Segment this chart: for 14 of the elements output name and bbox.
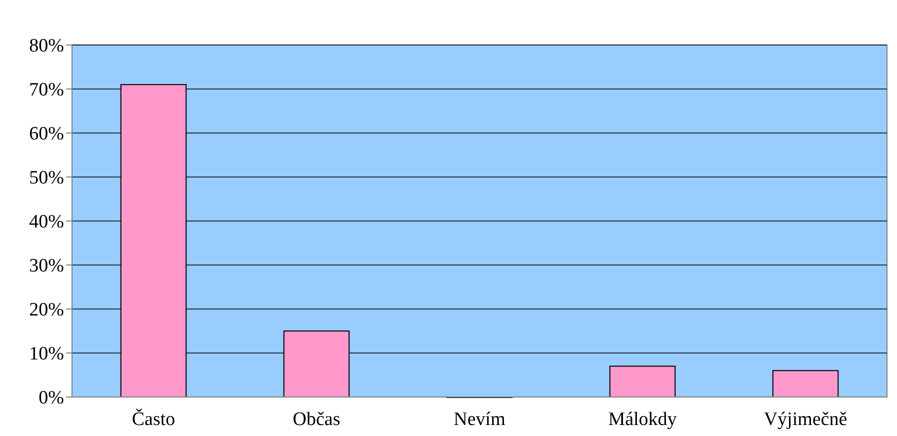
y-tick-label: 70% (29, 80, 64, 101)
x-tick-label: Často (132, 408, 176, 430)
y-tick-label: 10% (29, 344, 64, 365)
x-tick-label: Nevím (454, 409, 506, 430)
y-tick-label: 30% (29, 256, 64, 277)
x-tick-label: Občas (292, 409, 340, 430)
y-tick-label: 80% (29, 36, 64, 57)
x-tick-label: Výjimečně (764, 409, 848, 430)
y-tick-label: 60% (29, 124, 64, 145)
y-tick-label: 20% (29, 300, 64, 321)
y-tick-label: 0% (38, 388, 64, 409)
x-tick-label: Málokdy (608, 409, 678, 430)
y-tick-label: 50% (29, 168, 64, 189)
y-tick-label: 40% (29, 212, 64, 233)
